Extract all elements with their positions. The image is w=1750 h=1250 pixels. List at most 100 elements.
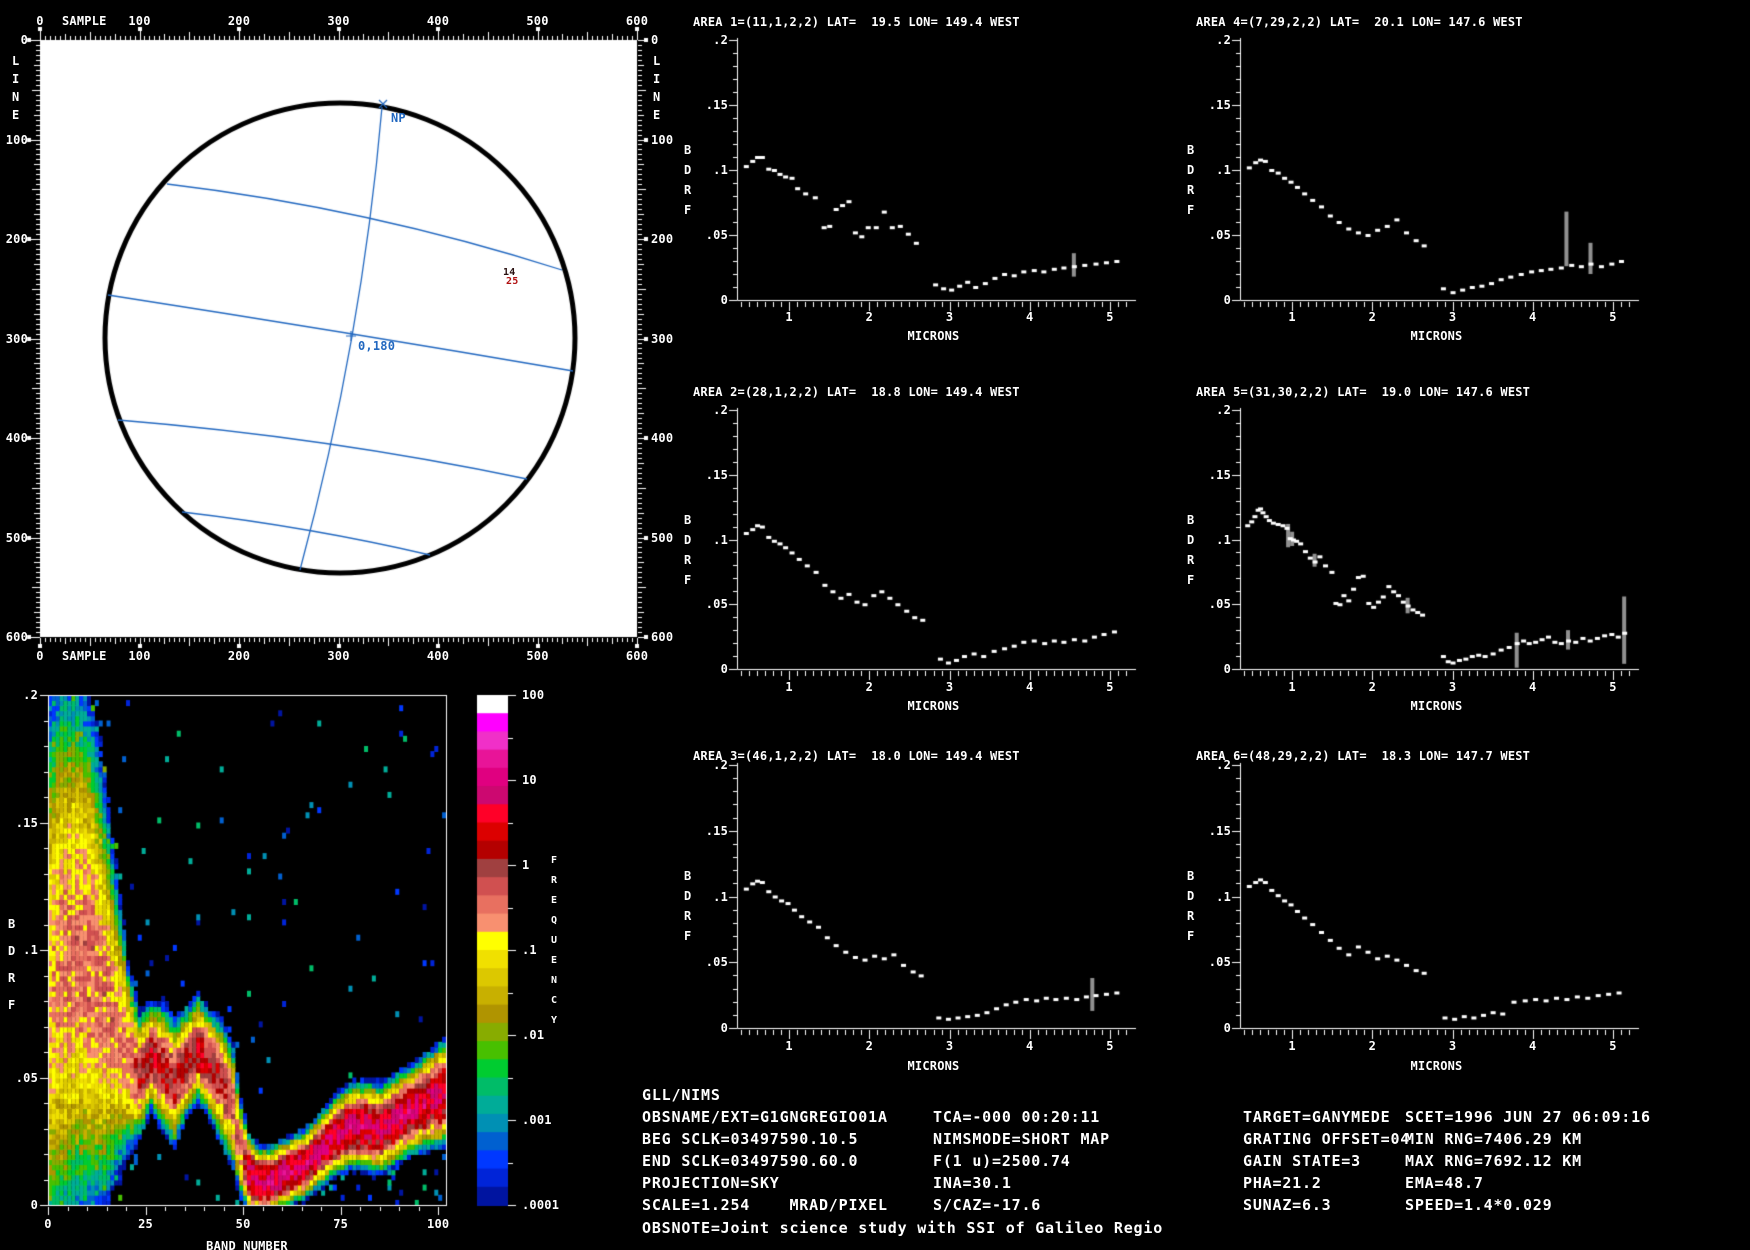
colorbar-tick-label: .001 (522, 1113, 552, 1127)
area-plot-title: AREA 3=(46,1,2,2) LAT= 18.0 LON= 149.4 W… (693, 749, 1020, 763)
colorbar-tick-label: .0001 (522, 1198, 560, 1212)
globe-top-tick: 400 (426, 14, 450, 28)
globe-right-tick: 100 (651, 132, 674, 147)
plot-xaxis-label: MICRONS (1410, 699, 1463, 713)
plot-yaxis-letter: D (684, 532, 692, 547)
colorbar-tick-label: .01 (522, 1028, 545, 1042)
plot-xtick-label: 4 (1026, 680, 1034, 694)
globe-left-tick: 400 (5, 431, 28, 445)
plot-ytick-label: 0 (720, 1021, 728, 1035)
globe-bottom-tick: 600 (625, 649, 649, 663)
info-line: OBSNAME/EXT=G1GNGREGIO01A (642, 1108, 888, 1126)
plot-xtick-label: 1 (1288, 1039, 1296, 1053)
plot-ytick-label: .05 (1208, 597, 1231, 612)
globe-right-tick: 600 (651, 630, 674, 644)
info-line: GRATING OFFSET=04 (1243, 1130, 1411, 1148)
info-line: PHA=21.2 (1243, 1174, 1322, 1192)
colorbar-tick-label: 100 (522, 688, 545, 702)
plot-ytick-label: .1 (713, 889, 728, 904)
info-line: TCA=-000 00:20:11 (933, 1108, 1101, 1126)
instrument-header: GLL/NIMS (642, 1086, 721, 1104)
info-line: END SCLK=03497590.60.0 (642, 1152, 859, 1170)
globe-right-tick: 300 (651, 331, 674, 346)
plot-yaxis-letter: D (1187, 532, 1195, 547)
plot-yaxis-letter: F (684, 572, 692, 587)
info-line: SPEED=1.4*0.029 (1405, 1196, 1553, 1214)
hist-xtick-label: 25 (138, 1217, 153, 1231)
plot-ytick-label: .15 (705, 823, 728, 838)
plot-xaxis-label: MICRONS (1410, 1059, 1463, 1073)
plot-ytick-label: .1 (713, 163, 728, 177)
plot-xtick-label: 2 (865, 1039, 874, 1053)
globe-bottom-tick: 100 (128, 649, 151, 663)
globe-left-tick: 300 (5, 331, 28, 346)
info-line: PROJECTION=SKY (642, 1174, 780, 1192)
plot-yaxis-letter: F (684, 929, 692, 944)
area-plot-title: AREA 1=(11,1,2,2) LAT= 19.5 LON= 149.4 W… (693, 15, 1020, 29)
info-line: EMA=48.7 (1405, 1174, 1484, 1192)
globe-top-tick: 0 (36, 14, 44, 28)
colorbar-title-letter: Y (551, 1015, 558, 1026)
plot-yaxis-letter: B (684, 869, 692, 884)
hist-ytick-label: 0 (30, 1198, 38, 1212)
plot-xtick-label: 5 (1106, 1039, 1114, 1053)
globe-line-label-right: E (653, 108, 661, 122)
obsnote-line: OBSNOTE=Joint science study with SSI of … (642, 1219, 1164, 1237)
plot-yaxis-letter: R (684, 909, 692, 924)
info-line: MAX RNG=7692.12 KM (1405, 1152, 1582, 1170)
plot-ytick-label: 0 (1223, 293, 1231, 307)
hist-xtick-label: 0 (44, 1217, 52, 1231)
plot-xtick-label: 5 (1609, 1039, 1617, 1053)
info-line: NIMSMODE=SHORT MAP (933, 1130, 1110, 1148)
plot-xaxis-label: MICRONS (907, 699, 960, 713)
info-line: SCALE=1.254 MRAD/PIXEL (642, 1196, 888, 1214)
plot-ytick-label: .15 (705, 467, 728, 482)
plot-yaxis-letter: D (684, 163, 692, 177)
hist-xtick-label: 50 (235, 1217, 251, 1231)
globe-left-tick: 200 (5, 232, 28, 246)
plot-yaxis-letter: D (1187, 163, 1195, 177)
colorbar-tick-label: 1 (522, 858, 530, 872)
plot-yaxis-letter: F (684, 203, 692, 217)
plot-xtick-label: 1 (785, 310, 793, 324)
plot-yaxis-letter: F (1187, 203, 1195, 217)
plot-xaxis-label: MICRONS (1410, 329, 1463, 343)
globe-left-tick: 0 (20, 33, 28, 47)
area-plot-title: AREA 5=(31,30,2,2) LAT= 19.0 LON= 147.6 … (1196, 385, 1531, 399)
plot-xtick-label: 2 (1368, 680, 1377, 694)
plot-ytick-label: .1 (1216, 532, 1231, 547)
globe-area-mark: 14 (503, 267, 516, 278)
globe-line-label-left: E (12, 108, 20, 122)
area-plot-title: AREA 2=(28,1,2,2) LAT= 18.8 LON= 149.4 W… (693, 385, 1020, 399)
globe-right-tick: 500 (651, 530, 674, 545)
globe-sample-label-top: SAMPLE (62, 14, 107, 28)
info-line: SUNAZ=6.3 (1243, 1196, 1332, 1214)
globe-top-tick: 200 (227, 14, 251, 28)
colorbar-title-letter: C (551, 995, 558, 1006)
globe-center-label: 0,180 (358, 339, 396, 353)
plot-ytick-label: .15 (1208, 467, 1231, 482)
plot-xtick-label: 2 (865, 310, 874, 324)
plot-xtick-label: 4 (1529, 310, 1537, 324)
globe-sample-label-bottom: SAMPLE (62, 649, 107, 663)
hist-yaxis-letter: R (8, 971, 16, 985)
plot-xaxis-label: MICRONS (907, 1059, 960, 1073)
plot-ytick-label: .1 (1216, 163, 1231, 177)
globe-top-tick: 500 (526, 14, 549, 28)
plot-xtick-label: 3 (1448, 680, 1457, 694)
globe-line-label-right: I (653, 72, 661, 86)
globe-line-label-left: L (12, 54, 20, 68)
plot-yaxis-letter: B (1187, 143, 1195, 157)
globe-line-label-right: N (653, 90, 661, 104)
plot-ytick-label: .05 (705, 228, 728, 242)
plot-xtick-label: 5 (1609, 680, 1617, 694)
plot-yaxis-letter: B (1187, 869, 1195, 884)
plot-xtick-label: 2 (1368, 310, 1377, 324)
plot-xtick-label: 2 (1368, 1039, 1377, 1053)
plot-ytick-label: 0 (720, 293, 728, 307)
area-plot-title: AREA 4=(7,29,2,2) LAT= 20.1 LON= 147.6 W… (1196, 15, 1523, 29)
globe-area-mark: 25 (506, 276, 519, 287)
colorbar-title-letter: R (551, 875, 558, 886)
plot-ytick-label: .05 (705, 597, 728, 612)
